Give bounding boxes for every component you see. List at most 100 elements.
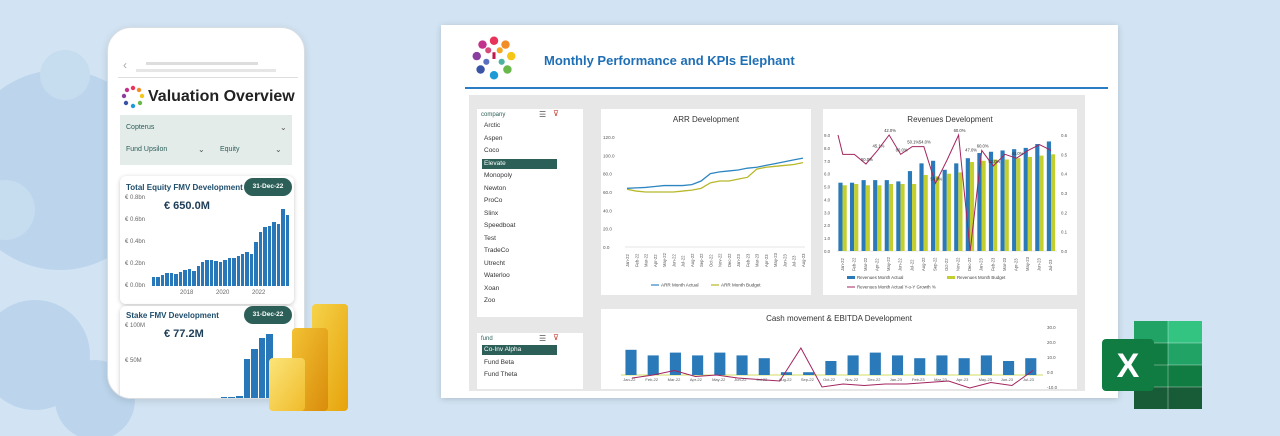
excel-dashboard: Monthly Performance and KPIs Elephant co… <box>441 25 1118 398</box>
slicer-item[interactable]: Xoan <box>484 284 500 292</box>
y-tick-right: 0.3 <box>1061 191 1068 196</box>
revenue-actual-bar <box>838 182 843 251</box>
revenue-actual-bar <box>1012 149 1017 251</box>
fmv-bar <box>192 270 196 286</box>
data-label: 52.0% <box>988 159 1000 164</box>
data-label: 54.0% <box>930 176 942 181</box>
revenue-budget-bar <box>935 176 940 251</box>
x-tick: 2018 <box>180 290 194 296</box>
y-tick: 100.0 <box>603 153 615 158</box>
chevron-down-icon[interactable]: ⌄ <box>275 145 282 154</box>
clear-filter-icon[interactable]: ⊽ <box>553 109 559 118</box>
revenue-budget-bar <box>1050 154 1056 251</box>
arr-budget-line <box>626 162 804 193</box>
multi-select-icon[interactable]: ☰ <box>539 110 547 119</box>
slicer-item[interactable]: Fund Theta <box>484 371 518 378</box>
data-label: 45.1% <box>873 143 885 148</box>
clear-filter-icon[interactable]: ⊽ <box>553 333 559 342</box>
x-tick: Apr-22 <box>690 377 703 382</box>
slicer-item[interactable]: Co-Inv Alpha <box>482 345 557 355</box>
x-tick: Mar-23 <box>755 253 760 267</box>
slicer-item[interactable]: Speedboat <box>484 222 516 229</box>
y-tick: 5.0 <box>824 185 831 190</box>
fmv-bar <box>236 395 243 398</box>
phone-mockup: ‹ Valuation Overview Copterus ⌄ Fund Ups… <box>107 27 305 399</box>
back-arrow-icon[interactable]: ‹ <box>123 58 127 72</box>
x-tick: Apr-22 <box>875 258 880 271</box>
slicer-item[interactable]: Newton <box>484 184 507 192</box>
x-tick: Jun-22 <box>671 254 676 267</box>
x-tick: Mar-23 <box>934 377 947 382</box>
y-tick-right: 0.6 <box>1061 133 1068 138</box>
x-tick: Aug-23 <box>801 253 806 267</box>
fmv-bar <box>232 258 236 286</box>
fmv-bar <box>169 273 174 286</box>
revenue-actual-bar <box>919 163 924 251</box>
x-tick: Jan-22 <box>623 377 636 382</box>
x-tick: Dec-22 <box>967 257 972 271</box>
y-tick: 40.0 <box>603 208 612 213</box>
revenue-budget-bar <box>1027 156 1032 251</box>
y-tick-right: 0.4 <box>1061 172 1068 177</box>
x-tick: Feb-23 <box>990 257 995 271</box>
cash-bar <box>647 355 659 375</box>
slicer-item[interactable]: Zoo <box>484 297 496 304</box>
x-tick: Sep-22 <box>699 253 704 267</box>
slicer-item[interactable]: Coco <box>484 147 500 154</box>
revenue-actual-bar <box>988 151 994 251</box>
slicer-item[interactable]: TradeCo <box>484 247 510 254</box>
stake-fmv-card[interactable]: Stake FMV Development 31-Dec-22 € 77.2M … <box>120 306 294 398</box>
x-tick: Jun-23 <box>1001 377 1014 382</box>
dashboard-title: Monthly Performance and KPIs Elephant <box>544 53 795 68</box>
slicer-item[interactable]: Utrecht <box>484 259 505 267</box>
multi-select-icon[interactable]: ☰ <box>539 334 547 343</box>
fmv-bar <box>214 261 218 286</box>
revenue-budget-bar <box>842 185 847 251</box>
fmv-bar <box>263 226 267 286</box>
type-filter[interactable]: Equity <box>220 146 240 153</box>
revenue-budget-bar <box>1039 155 1044 251</box>
x-tick: Jan-23 <box>890 377 903 382</box>
slicer-item[interactable]: ProCo <box>484 197 503 204</box>
phone-app-bar: ‹ <box>118 56 298 78</box>
revenue-actual-bar <box>1035 144 1040 251</box>
x-tick: Jul-22 <box>756 377 768 382</box>
slicer-item[interactable]: Fund Beta <box>484 358 514 366</box>
y-tick-right: 0.0 <box>1047 370 1054 375</box>
header-divider <box>465 87 1108 89</box>
chevron-down-icon[interactable]: ⌄ <box>198 145 205 154</box>
fmv-bar <box>251 349 258 398</box>
slicer-item[interactable]: Test <box>484 234 496 242</box>
y-tick: € 100M <box>125 323 146 329</box>
fmv-bar <box>241 253 245 286</box>
filter-panel: Copterus ⌄ Fund Upsilon ⌄ Equity ⌄ <box>120 115 292 165</box>
slicer-item[interactable]: Slinx <box>484 209 499 217</box>
fmv-bar <box>267 225 272 286</box>
dashboard-canvas: company ☰ ⊽ Arctic Aspen Coco Elevate Monopo… <box>469 95 1085 391</box>
legend-label: ARR Month Actual <box>661 283 699 288</box>
y-tick-right: 0.2 <box>1061 210 1068 215</box>
total-equity-card[interactable]: Total Equity FMV Development 31-Dec-22 €… <box>120 176 294 304</box>
company-filter[interactable]: Copterus <box>126 124 155 131</box>
date-badge: 31-Dec-22 <box>244 178 292 196</box>
fund-filter[interactable]: Fund Upsilon <box>126 146 168 153</box>
x-tick: Nov-22 <box>845 377 859 382</box>
slicer-item[interactable]: Elevate <box>482 158 557 169</box>
revenues-chart-panel: Revenues Development 9.0 8.0 7.0 6.0 5.0 4.0 3… <box>823 109 1077 295</box>
y-tick: 0.0 <box>824 249 831 254</box>
slicer-item[interactable]: Monopoly <box>484 172 513 179</box>
x-tick: May-23 <box>979 377 993 382</box>
revenue-actual-bar <box>954 163 959 251</box>
fmv-bar <box>187 268 192 286</box>
arr-actual-line <box>626 157 804 189</box>
x-tick: Mar-22 <box>863 257 868 271</box>
slicer-item[interactable]: Arctic <box>484 122 501 129</box>
chevron-down-icon[interactable]: ⌄ <box>280 123 287 132</box>
fmv-bar <box>258 232 263 286</box>
slicer-item[interactable]: Waterloo <box>484 272 510 279</box>
x-tick: May-22 <box>662 252 667 267</box>
fmv-bar <box>236 255 241 286</box>
slicer-item[interactable]: Aspen <box>484 134 503 142</box>
x-tick: Feb-22 <box>645 377 658 382</box>
x-tick: Jan-23 <box>979 258 984 271</box>
